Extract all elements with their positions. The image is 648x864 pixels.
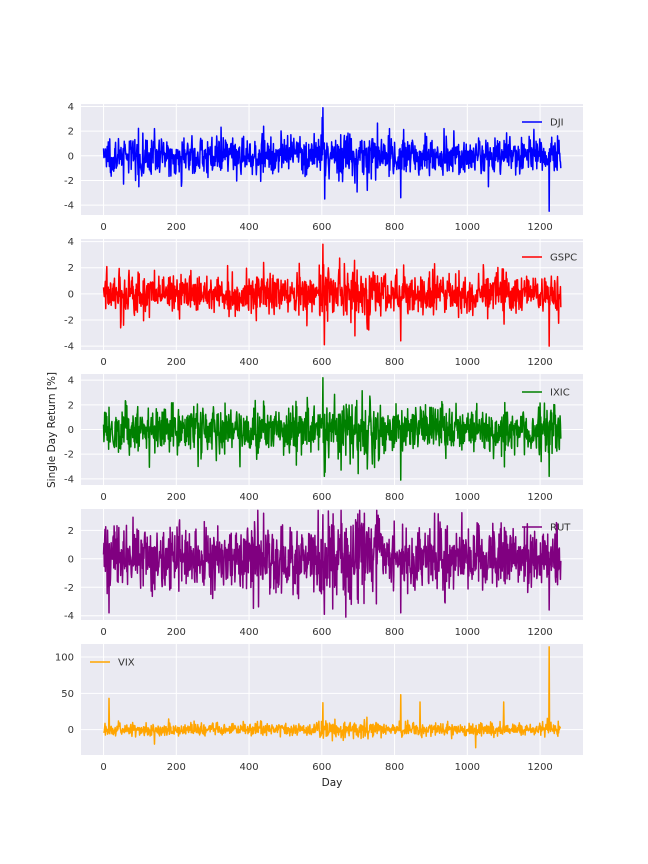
panel-vix: 0 200 400 600 800 1000 1200 0 50 100 VIX	[55, 644, 583, 773]
x-tick-label: 1200	[527, 222, 552, 233]
legend: RUT	[522, 523, 571, 534]
series-line-gspc	[102, 243, 562, 347]
x-tick-label: 400	[240, 762, 259, 773]
legend-label: GSPC	[550, 253, 577, 264]
y-tick-label: 0	[68, 725, 74, 736]
x-tick-label: 200	[167, 222, 186, 233]
x-tick-label: 400	[240, 357, 259, 368]
legend: IXIC	[522, 388, 570, 399]
x-tick-label: 0	[100, 627, 106, 638]
x-tick-label: 600	[312, 357, 331, 368]
x-tick-label: 0	[100, 357, 106, 368]
panel-gspc: 0 200 400 600 800 1000 1200 -4 -2 0 2 4 GSPC	[64, 237, 583, 368]
y-tick-label: 2	[68, 263, 74, 274]
y-tick-label: 4	[68, 376, 74, 387]
x-tick-label: 200	[167, 357, 186, 368]
y-tick-label: 4	[68, 237, 74, 248]
x-tick-label: 200	[167, 762, 186, 773]
x-tick-label: 1000	[455, 357, 480, 368]
x-tick-label: 800	[385, 222, 404, 233]
x-tick-label: 600	[312, 762, 331, 773]
x-tick-label: 1200	[527, 762, 552, 773]
panel-dji: 0 200 400 600 800 1000 1200 -4 -2 0 2 4 DJI	[64, 102, 583, 233]
y-tick-label: -4	[64, 342, 74, 353]
x-tick-label: 200	[167, 492, 186, 503]
y-tick-label: 0	[68, 554, 74, 565]
x-tick-label: 600	[312, 222, 331, 233]
x-tick-label: 800	[385, 762, 404, 773]
y-tick-label: 2	[68, 400, 74, 411]
y-axis-label: Single Day Return [%]	[46, 372, 58, 488]
panel-ixic: 0 200 400 600 800 1000 1200 -4 -2 0 2 4 IXIC	[64, 374, 583, 503]
y-tick-label: -4	[64, 611, 74, 622]
y-tick-label: 0	[68, 289, 74, 300]
x-tick-label: 1000	[455, 627, 480, 638]
x-tick-label: 800	[385, 627, 404, 638]
x-tick-label: 0	[100, 492, 106, 503]
series-line-dji	[102, 106, 562, 213]
y-tick-label: 0	[68, 425, 74, 436]
x-axis-label: Day	[322, 777, 343, 789]
y-tick-label: -2	[64, 450, 74, 461]
y-tick-label: 50	[61, 689, 74, 700]
series-line-rut	[102, 509, 562, 618]
legend: DJI	[522, 118, 564, 129]
legend: VIX	[90, 658, 135, 669]
x-tick-label: 400	[240, 222, 259, 233]
legend-label: DJI	[550, 118, 564, 129]
series-line-ixic	[102, 376, 562, 481]
legend: GSPC	[522, 253, 577, 264]
x-tick-label: 800	[385, 492, 404, 503]
x-tick-label: 1000	[455, 222, 480, 233]
x-tick-label: 1200	[527, 627, 552, 638]
y-tick-label: -2	[64, 583, 74, 594]
x-tick-label: 200	[167, 627, 186, 638]
panel-rut: 0 200 400 600 800 1000 1200 -4 -2 0 2 RUT	[64, 509, 583, 638]
x-tick-label: 1200	[527, 492, 552, 503]
y-tick-label: 0	[68, 151, 74, 162]
y-tick-label: 2	[68, 526, 74, 537]
x-tick-label: 0	[100, 762, 106, 773]
legend-label: IXIC	[550, 388, 570, 399]
y-tick-label: -2	[64, 176, 74, 187]
y-tick-label: 2	[68, 127, 74, 138]
x-tick-label: 1000	[455, 492, 480, 503]
y-tick-label: -2	[64, 315, 74, 326]
x-tick-label: 0	[100, 222, 106, 233]
y-tick-label: 100	[55, 653, 74, 664]
y-tick-label: -4	[64, 201, 74, 212]
x-tick-label: 400	[240, 627, 259, 638]
legend-label: VIX	[118, 658, 135, 669]
x-tick-label: 400	[240, 492, 259, 503]
x-tick-label: 1200	[527, 357, 552, 368]
x-tick-label: 600	[312, 627, 331, 638]
x-tick-label: 800	[385, 357, 404, 368]
x-tick-label: 1000	[455, 762, 480, 773]
legend-label: RUT	[550, 523, 571, 534]
series-line-vix	[103, 646, 562, 749]
y-tick-label: -4	[64, 474, 74, 485]
y-tick-label: 4	[68, 102, 74, 113]
x-tick-label: 600	[312, 492, 331, 503]
